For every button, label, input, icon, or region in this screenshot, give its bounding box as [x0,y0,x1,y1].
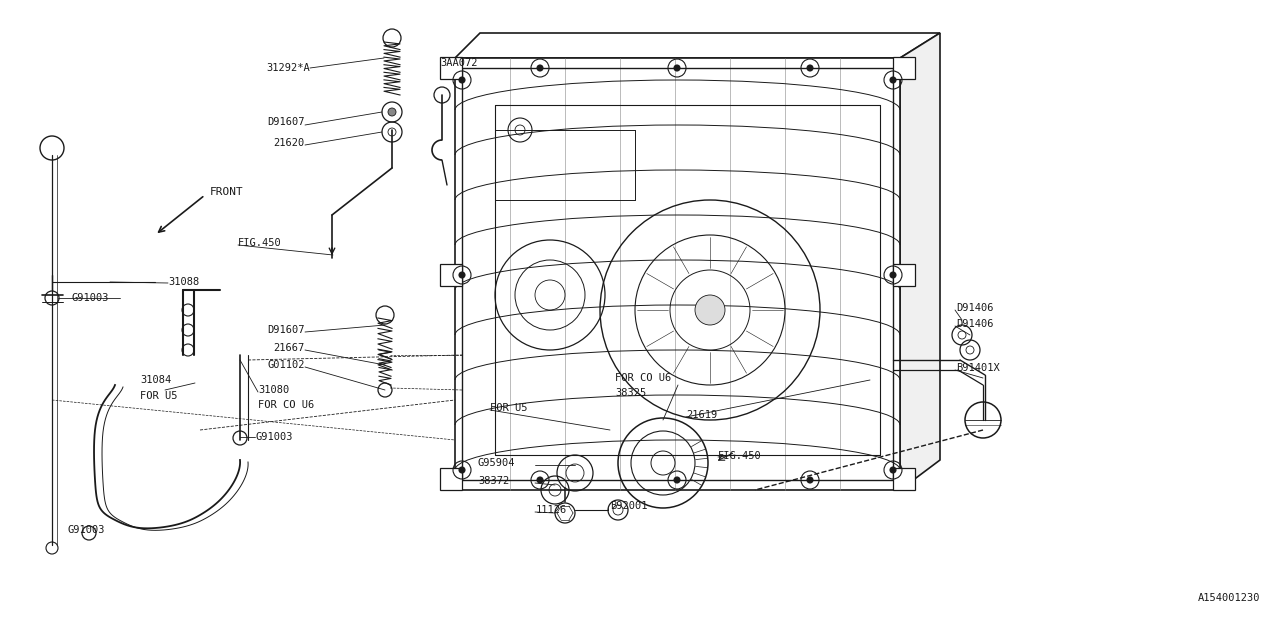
Text: G95904: G95904 [477,458,516,468]
Text: FRONT: FRONT [210,187,243,197]
Bar [893,57,915,79]
Bar [440,57,462,79]
Text: D91607: D91607 [268,117,305,127]
Text: 11126: 11126 [536,505,567,515]
Polygon shape [900,33,940,490]
Circle shape [460,467,465,473]
Text: 38325: 38325 [614,388,646,398]
Text: FIG.450: FIG.450 [238,238,282,248]
Text: D91607: D91607 [268,325,305,335]
Circle shape [890,467,896,473]
Text: 21667: 21667 [274,343,305,353]
Text: FOR CO U6: FOR CO U6 [614,373,671,383]
Text: 31084: 31084 [140,375,172,385]
Text: 21620: 21620 [274,138,305,148]
Text: FOR U5: FOR U5 [490,403,527,413]
Circle shape [675,65,680,71]
Text: FOR U5: FOR U5 [140,391,178,401]
Circle shape [538,477,543,483]
Bar [893,468,915,490]
Circle shape [806,65,813,71]
Circle shape [890,272,896,278]
Circle shape [806,477,813,483]
Text: G91003: G91003 [68,525,105,535]
Text: 3AA072: 3AA072 [440,58,477,68]
Circle shape [460,272,465,278]
Text: D91406: D91406 [956,303,993,313]
Text: 31088: 31088 [168,277,200,287]
Text: B92001: B92001 [611,501,648,511]
Circle shape [538,65,543,71]
Text: 31080: 31080 [259,385,289,395]
Text: D91406: D91406 [956,319,993,329]
Circle shape [460,77,465,83]
Circle shape [675,477,680,483]
Bar [440,468,462,490]
Text: G91003: G91003 [72,293,110,303]
Text: 38372: 38372 [477,476,509,486]
Text: A154001230: A154001230 [1198,593,1260,603]
Circle shape [388,108,396,116]
Text: G01102: G01102 [268,360,305,370]
Text: FIG.450: FIG.450 [718,451,762,461]
Text: G91003: G91003 [255,432,293,442]
Circle shape [695,295,724,325]
Bar [440,264,462,286]
Text: FOR CO U6: FOR CO U6 [259,400,315,410]
Polygon shape [454,33,940,58]
Text: 21619: 21619 [686,410,717,420]
Circle shape [890,77,896,83]
Bar [893,264,915,286]
Polygon shape [454,58,900,490]
Text: 31292*A: 31292*A [266,63,310,73]
Text: B91401X: B91401X [956,363,1000,373]
